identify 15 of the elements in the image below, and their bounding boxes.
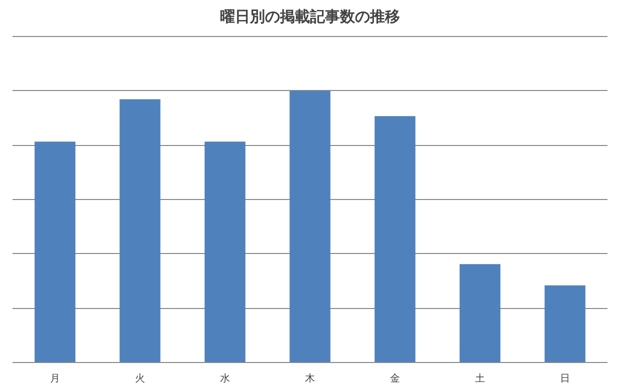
x-tick-label: 日	[560, 374, 570, 384]
bar	[460, 264, 500, 362]
bar	[290, 90, 330, 362]
x-tick-label: 月	[50, 374, 60, 384]
bar	[34, 142, 76, 362]
x-tick-label: 土	[475, 372, 485, 384]
x-tick-label: 金	[390, 372, 400, 384]
x-tick-label: 火	[135, 372, 145, 384]
bar	[374, 116, 416, 362]
x-tick-label: 木	[305, 372, 315, 384]
bar	[120, 99, 160, 362]
chart-title: 曜日別の掲載記事数の推移	[220, 8, 400, 26]
x-tick-label: 水	[220, 372, 230, 384]
bar	[204, 142, 246, 362]
bar	[544, 285, 586, 362]
